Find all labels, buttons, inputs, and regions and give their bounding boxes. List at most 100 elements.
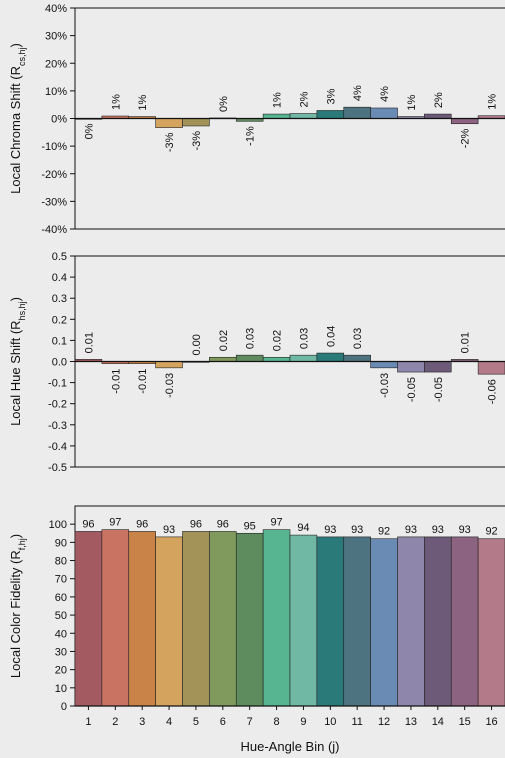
bar	[182, 118, 210, 127]
y-axis-label-subscript: f,hj	[17, 538, 27, 550]
data-label: 97	[109, 517, 121, 529]
bar	[477, 538, 505, 707]
y-tick-label: 0.0	[52, 357, 67, 369]
data-label: -3%	[164, 132, 176, 152]
x-tick-label: 6	[220, 716, 226, 728]
data-label: 96	[217, 518, 229, 530]
data-label: 0.03	[298, 328, 310, 349]
bar	[289, 113, 318, 119]
bar	[262, 529, 291, 707]
bar	[477, 361, 505, 375]
bar	[370, 538, 398, 707]
data-label: 96	[190, 518, 202, 530]
y-tick-label: -0.5	[48, 462, 67, 474]
bar	[424, 361, 452, 373]
data-label: -1%	[245, 126, 257, 146]
bar	[397, 361, 425, 373]
data-label: 93	[432, 524, 444, 536]
data-label: 0.03	[352, 328, 364, 349]
data-label: -0.05	[433, 377, 445, 402]
y-tick-label: -0.3	[48, 420, 67, 432]
bar	[424, 536, 452, 707]
data-label: 4%	[352, 85, 364, 101]
y-tick-label: 20%	[45, 58, 67, 70]
x-tick-label: 7	[247, 716, 253, 728]
y-tick-label: 30%	[45, 31, 67, 43]
bar	[235, 354, 264, 362]
y-tick-label: -0.1	[48, 378, 67, 390]
y-tick-label: -20%	[41, 169, 67, 181]
x-tick-label: 12	[378, 716, 390, 728]
x-tick-label: 5	[193, 716, 199, 728]
data-label: 0.02	[272, 330, 284, 351]
bar	[155, 536, 183, 707]
y-axis-label-tail: )	[8, 43, 23, 47]
data-label: -0.01	[110, 369, 122, 394]
y-tick-label: 50	[55, 610, 67, 622]
y-tick-label: 10	[55, 683, 67, 695]
data-label: 1%	[487, 94, 499, 110]
y-tick-label: 100	[49, 519, 67, 531]
x-axis-label: Hue-Angle Bin (j)	[241, 739, 340, 754]
data-label: 0.02	[218, 330, 230, 351]
bar	[235, 532, 264, 707]
x-tick-label: 13	[405, 716, 417, 728]
y-tick-label: 80	[55, 556, 67, 568]
x-tick-label: 14	[432, 716, 444, 728]
x-tick-label: 10	[324, 716, 336, 728]
y-axis-label: Local Chroma Shift (Rcs,hj)	[8, 43, 27, 194]
y-tick-label: 0.5	[52, 251, 67, 263]
panel-2: 0.5 0.4 0.3 0.2 0.1 0.0 -0.1 -0.2 -0.3 -0.4 -0.5 0.…	[8, 251, 505, 474]
data-label: -0.01	[137, 369, 149, 394]
bar	[289, 534, 318, 707]
bar	[316, 110, 345, 119]
y-tick-label: 0.1	[52, 335, 67, 347]
bar	[128, 531, 156, 707]
bar	[182, 531, 210, 707]
y-tick-label: 70	[55, 574, 67, 586]
y-tick-label: -10%	[41, 141, 67, 153]
bar	[343, 354, 371, 362]
data-label: 96	[82, 518, 94, 530]
data-label: 92	[485, 526, 497, 538]
data-label: 3%	[325, 88, 337, 104]
y-tick-label: 10%	[45, 86, 67, 98]
bar	[397, 536, 425, 707]
data-label: -2%	[460, 129, 472, 149]
data-label: -0.05	[406, 377, 418, 402]
y-axis-label-subscript: hs,hj	[17, 301, 27, 320]
data-label: 94	[297, 522, 309, 534]
data-label: 1%	[137, 94, 149, 110]
bar	[209, 531, 237, 707]
y-tick-label: 40%	[45, 3, 67, 15]
y-axis-label-main: Local Color Fidelity (R	[8, 550, 23, 678]
y-tick-label: 0.2	[52, 314, 67, 326]
y-tick-label: -40%	[41, 224, 67, 236]
x-tick-label: 2	[112, 716, 118, 728]
data-label: 2%	[298, 91, 310, 107]
data-label: 0%	[218, 96, 230, 112]
data-label: -0.06	[487, 379, 499, 404]
y-tick-label: 20	[55, 665, 67, 677]
bar	[316, 536, 345, 707]
y-tick-label: 40	[55, 628, 67, 640]
data-label: 1%	[406, 94, 418, 110]
y-axis-label-subscript: cs,hj	[17, 47, 27, 66]
data-label: 0.04	[325, 326, 337, 347]
x-tick-label: 15	[459, 716, 471, 728]
y-tick-label: -0.2	[48, 399, 67, 411]
x-tick-label: 11	[351, 716, 362, 728]
y-axis-label-tail: )	[8, 534, 23, 538]
data-label: 93	[324, 524, 336, 536]
data-label: 0.01	[460, 332, 472, 353]
data-label: 4%	[379, 86, 391, 102]
bar	[262, 356, 291, 362]
x-tick-label: 1	[85, 716, 91, 728]
y-tick-label: 90	[55, 537, 67, 549]
y-tick-label: 0.4	[52, 272, 67, 284]
bar	[316, 352, 345, 362]
y-tick-label: -0.4	[48, 441, 67, 453]
data-label: 97	[270, 517, 282, 529]
